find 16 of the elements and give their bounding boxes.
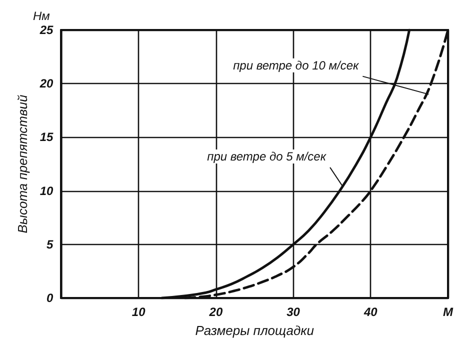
annotation: при ветре до 10 м/сек	[233, 58, 360, 72]
y-tick-label: 0	[46, 291, 54, 305]
x-tick-label: 10	[132, 305, 146, 319]
y-tick-label: 10	[40, 184, 54, 198]
y-axis-title: Высота препятствий	[15, 94, 30, 234]
x-tick-label: 30	[286, 305, 300, 319]
y-tick-label: 5	[46, 237, 54, 252]
x-tick-label: 20	[208, 305, 223, 319]
y-tick-label: 20	[38, 76, 54, 91]
y-tick-label: 25	[38, 23, 54, 37]
x-tick-label: 40	[362, 305, 378, 319]
x-tick-label: М	[443, 305, 454, 319]
text: Hм	[33, 9, 50, 23]
y-tick-label: 15	[40, 130, 54, 144]
x-axis-title: Размеры площадки	[195, 323, 314, 338]
annotation: при ветре до 5 м/сек	[207, 149, 328, 164]
